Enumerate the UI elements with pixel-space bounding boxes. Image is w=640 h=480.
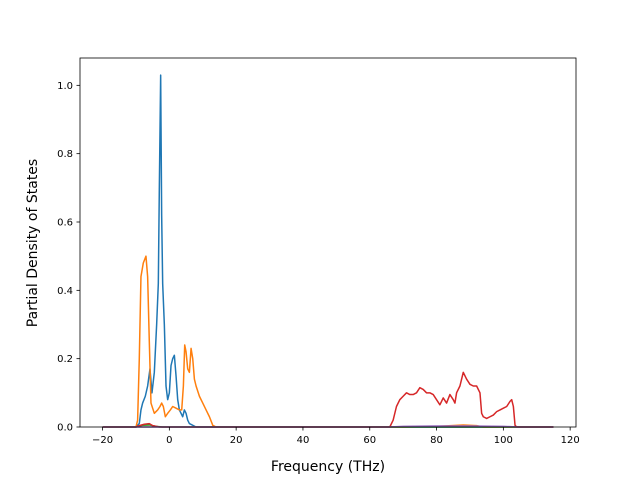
series-line-2 — [102, 255, 554, 428]
series-line-4 — [102, 371, 554, 428]
x-axis: −20 0 20 40 60 80 100 120 — [92, 427, 580, 446]
x-tick-label: 60 — [363, 435, 376, 446]
x-tick-label: 40 — [297, 435, 310, 446]
x-tick-label: −20 — [92, 435, 113, 446]
x-tick-label: 20 — [230, 435, 243, 446]
y-tick-label: 0.6 — [57, 218, 73, 229]
x-tick-label: 80 — [430, 435, 443, 446]
x-tick-label: 0 — [166, 435, 172, 446]
y-tick-label: 0.4 — [57, 286, 73, 297]
y-tick-label: 0.0 — [57, 423, 73, 434]
x-tick-label: 120 — [561, 435, 580, 446]
y-tick-label: 1.0 — [57, 81, 73, 92]
y-axis-label: Partial Density of States — [25, 159, 41, 327]
x-axis-label: Frequency (THz) — [271, 459, 385, 475]
y-tick-label: 0.2 — [57, 354, 73, 365]
axes-frame — [79, 57, 577, 428]
x-tick-label: 100 — [494, 435, 513, 446]
y-axis: 0.0 0.2 0.4 0.6 0.8 1.0 — [57, 81, 80, 434]
y-tick-label: 0.8 — [57, 149, 73, 160]
series-line-1 — [102, 74, 554, 428]
